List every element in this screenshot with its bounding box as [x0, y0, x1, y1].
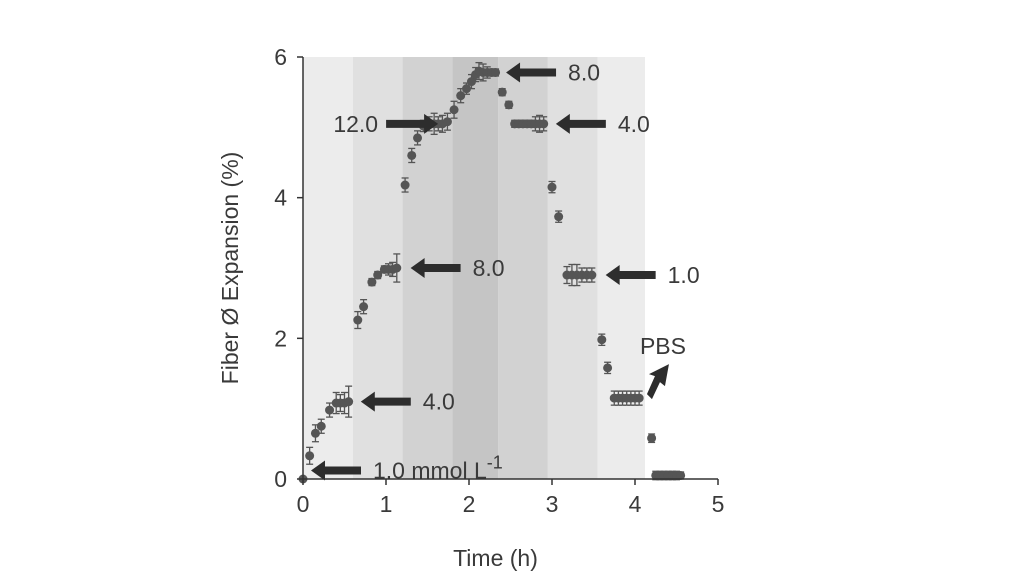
- annotation-label: 8.0: [473, 255, 505, 281]
- data-point: [400, 180, 410, 190]
- data-point: [449, 105, 459, 115]
- annotation-3: 12.0: [333, 111, 439, 137]
- arrow-left: [506, 62, 557, 83]
- annotation-label: 12.0: [333, 111, 378, 137]
- data-point: [491, 67, 501, 77]
- y-tick-label: 2: [274, 325, 287, 351]
- data-points: [298, 66, 686, 484]
- x-tick-label: 0: [297, 491, 310, 517]
- annotation-label: 4.0: [618, 111, 650, 137]
- data-point: [344, 397, 354, 407]
- x-tick-label: 4: [629, 491, 642, 517]
- data-point: [634, 393, 644, 403]
- axes: [302, 57, 718, 480]
- data-point: [325, 405, 335, 415]
- data-point: [310, 428, 320, 438]
- data-point: [373, 270, 383, 280]
- y-tick-label: 4: [274, 185, 287, 211]
- y-tick-label: 6: [274, 44, 287, 70]
- data-point: [407, 150, 417, 160]
- annotation-6: 1.0: [605, 262, 700, 288]
- arrow-diagonal: [646, 364, 669, 400]
- arrow-right: [386, 113, 439, 134]
- data-point: [442, 117, 452, 127]
- data-point: [497, 87, 507, 97]
- arrow-left: [605, 265, 656, 286]
- data-point: [547, 182, 557, 192]
- data-point: [676, 470, 686, 480]
- data-point: [316, 421, 326, 431]
- data-point: [359, 302, 369, 312]
- data-point: [462, 84, 472, 94]
- y-axis-label: Fiber Ø Expansion (%): [217, 152, 243, 385]
- annotation-5: 4.0: [555, 111, 650, 137]
- data-point: [392, 263, 402, 273]
- data-point: [413, 133, 423, 143]
- data-point: [597, 335, 607, 345]
- arrow-left: [360, 391, 411, 412]
- x-tick-label: 5: [712, 491, 725, 517]
- annotation-superscript: -1: [487, 453, 503, 473]
- data-point: [353, 315, 363, 325]
- arrow-left: [311, 460, 361, 481]
- ticks: 0 1 2 3 4 5 0 2 4 6: [274, 44, 724, 517]
- data-point: [504, 100, 514, 110]
- data-point: [554, 212, 564, 222]
- data-point: [539, 119, 549, 129]
- annotation-2: 8.0: [410, 255, 505, 281]
- data-point: [456, 91, 466, 101]
- x-tick-label: 1: [380, 491, 393, 517]
- annotation-1: 4.0: [360, 389, 455, 415]
- data-point: [367, 277, 377, 287]
- data-point: [647, 433, 657, 443]
- annotation-label: 4.0: [423, 389, 455, 415]
- x-tick-label: 3: [546, 491, 559, 517]
- data-point: [587, 270, 597, 280]
- data-point: [305, 451, 315, 461]
- data-point: [466, 77, 476, 87]
- annotation-label: 1.0: [668, 262, 700, 288]
- annotation-label: PBS: [640, 333, 686, 359]
- arrow-left: [555, 113, 606, 134]
- arrow-left: [410, 258, 461, 278]
- annotation-7: PBS: [640, 333, 686, 400]
- data-point: [603, 363, 613, 373]
- annotation-label: 8.0: [568, 59, 600, 85]
- y-tick-label: 0: [274, 466, 287, 492]
- x-tick-label: 2: [463, 491, 476, 517]
- annotation-4: 8.0: [506, 59, 600, 85]
- x-axis-label: Time (h): [453, 545, 538, 571]
